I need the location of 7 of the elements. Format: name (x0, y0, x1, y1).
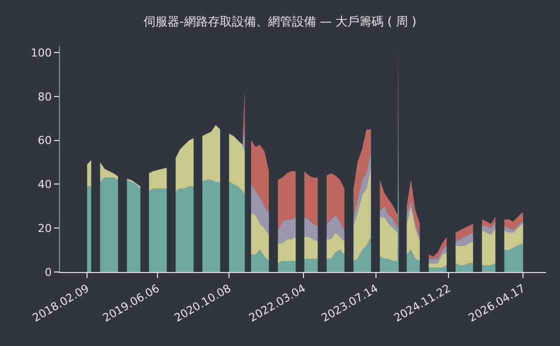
chart-title: 伺服器-網路存取設備、網管設備 — 大戶籌碼 ( 周 ) (144, 14, 416, 29)
y-tick-label: 40 (38, 178, 52, 192)
y-tick-label: 60 (38, 134, 52, 148)
y-tick-label: 80 (38, 90, 52, 104)
y-tick-label: 100 (30, 46, 52, 60)
y-tick-label: 0 (44, 266, 52, 279)
y-tick-label: 20 (38, 222, 52, 235)
